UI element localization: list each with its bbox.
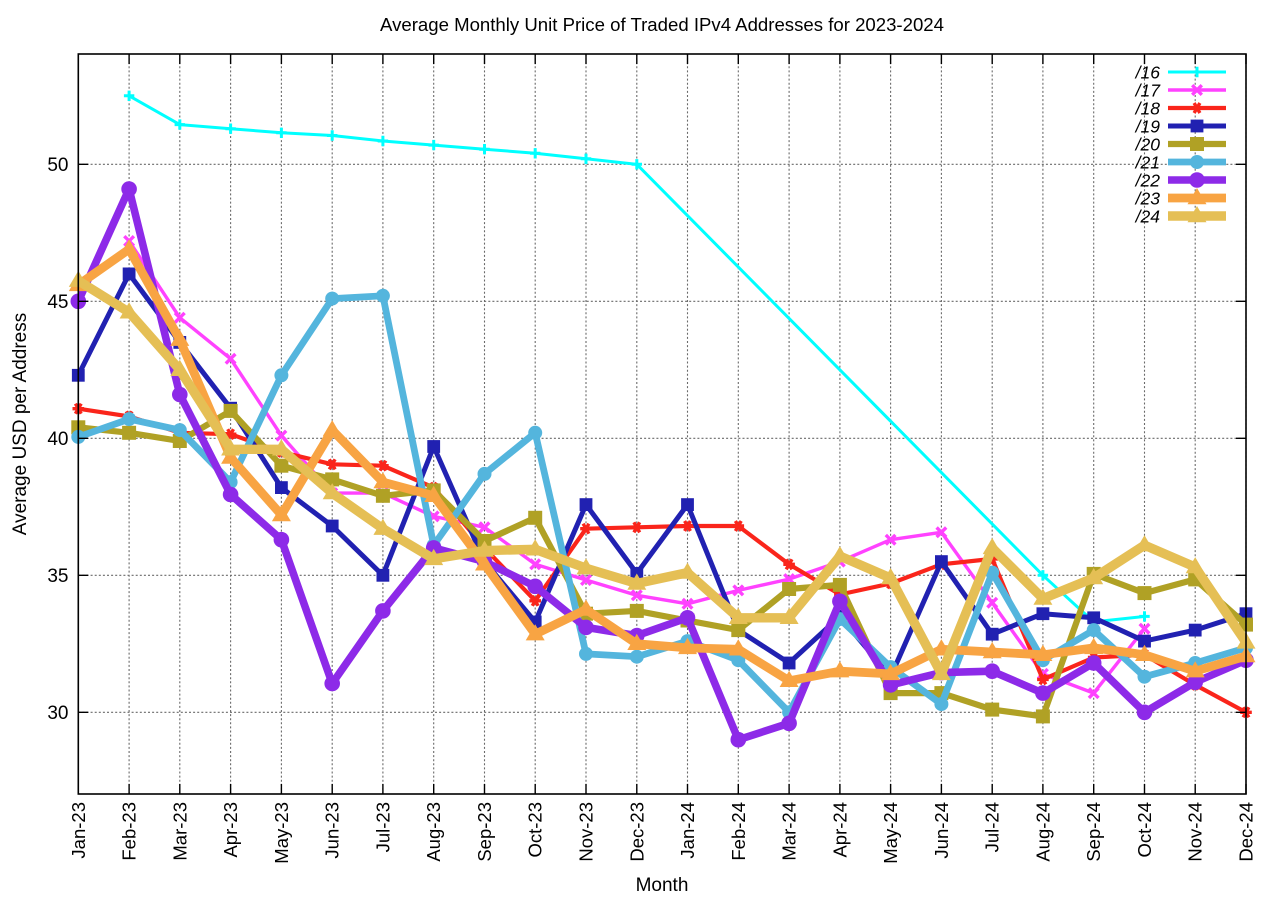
svg-text:Aug-24: Aug-24	[1032, 802, 1053, 862]
svg-text:Jul-24: Jul-24	[982, 802, 1003, 852]
svg-text:Average USD per Address: Average USD per Address	[10, 313, 31, 536]
svg-text:Mar-24: Mar-24	[779, 802, 800, 861]
svg-text:Month: Month	[636, 875, 689, 896]
svg-text:Sep-23: Sep-23	[474, 802, 495, 862]
svg-text:/18: /18	[1135, 99, 1161, 119]
svg-text:/20: /20	[1135, 135, 1161, 155]
svg-text:Oct-24: Oct-24	[1134, 802, 1155, 858]
svg-text:Apr-23: Apr-23	[220, 802, 241, 858]
svg-text:Feb-23: Feb-23	[119, 802, 140, 861]
svg-text:/24: /24	[1135, 207, 1161, 227]
svg-text:Average Monthly Unit Price of: Average Monthly Unit Price of Traded IPv…	[380, 14, 944, 35]
svg-text:Nov-23: Nov-23	[576, 802, 597, 862]
svg-text:Jun-24: Jun-24	[931, 802, 952, 859]
svg-text:/22: /22	[1135, 171, 1161, 191]
svg-text:Jun-23: Jun-23	[322, 802, 343, 859]
svg-text:Dec-24: Dec-24	[1236, 802, 1257, 862]
svg-text:35: 35	[47, 566, 68, 587]
svg-text:Dec-23: Dec-23	[626, 802, 647, 862]
svg-text:45: 45	[47, 292, 68, 313]
svg-text:May-24: May-24	[880, 802, 901, 864]
svg-text:Jul-23: Jul-23	[372, 802, 393, 852]
svg-text:Feb-24: Feb-24	[728, 802, 749, 861]
svg-text:/19: /19	[1135, 117, 1161, 137]
svg-text:/23: /23	[1135, 189, 1161, 209]
svg-text:Sep-24: Sep-24	[1083, 802, 1104, 862]
svg-text:Jan-24: Jan-24	[677, 802, 698, 859]
svg-text:/16: /16	[1135, 63, 1161, 83]
svg-text:Nov-24: Nov-24	[1185, 802, 1206, 862]
svg-text:Mar-23: Mar-23	[169, 802, 190, 861]
svg-text:40: 40	[47, 429, 68, 450]
svg-text:/17: /17	[1135, 81, 1162, 101]
svg-text:50: 50	[47, 155, 68, 176]
svg-text:Apr-24: Apr-24	[829, 802, 850, 858]
svg-text:Aug-23: Aug-23	[423, 802, 444, 862]
svg-text:30: 30	[47, 703, 68, 724]
svg-text:/21: /21	[1135, 153, 1160, 173]
svg-text:Jan-23: Jan-23	[68, 802, 89, 859]
svg-text:May-23: May-23	[271, 802, 292, 864]
svg-text:Oct-23: Oct-23	[525, 802, 546, 858]
